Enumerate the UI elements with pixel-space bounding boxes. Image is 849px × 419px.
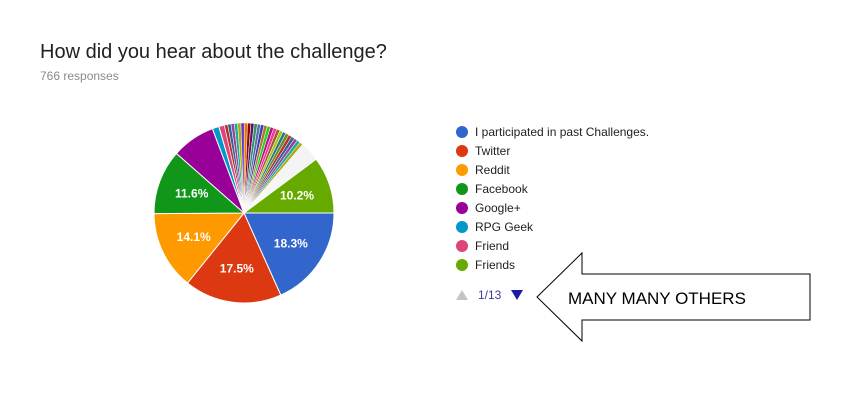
legend-swatch-icon	[456, 258, 468, 271]
legend-label: RPG Geek	[475, 219, 534, 234]
legend-label: I participated in past Challenges.	[475, 124, 650, 139]
pager-prev-arrow-icon[interactable]	[456, 290, 468, 300]
legend-item: Facebook	[456, 179, 649, 198]
legend-label: Friends	[475, 257, 516, 272]
legend-item: Twitter	[456, 141, 649, 160]
legend-label: Facebook	[475, 181, 528, 196]
legend-item: Reddit	[456, 160, 649, 179]
legend-item: Friend	[456, 236, 649, 255]
legend-item: Google+	[456, 198, 649, 217]
pie-slice	[153, 152, 246, 215]
response-count: 766 responses	[40, 69, 119, 83]
legend-label: Twitter	[475, 143, 511, 158]
pie-slice-label: 11.6%	[175, 186, 209, 200]
legend-item: I participated in past Challenges.	[456, 122, 649, 141]
legend-swatch-icon	[456, 239, 468, 252]
chart-title: How did you hear about the challenge?	[40, 41, 387, 63]
legend-swatch-icon	[456, 201, 468, 214]
pie-slice-labels: 18.3% 17.5% 14.1% 11.6% 10.2%	[175, 186, 314, 275]
pie-slice-label: 14.1%	[177, 230, 211, 244]
legend-swatch-icon	[456, 182, 468, 195]
legend-pager: 1/13	[456, 288, 524, 302]
pie-slices	[153, 122, 335, 304]
pie-slice	[243, 212, 335, 296]
legend-item: RPG Geek	[456, 217, 649, 236]
legend-swatch-icon	[456, 163, 468, 176]
pie-slice-label: 10.2%	[280, 188, 314, 202]
legend-swatch-icon	[456, 220, 468, 233]
left-arrow-shape	[536, 251, 811, 343]
pager-page-indicator: 1/13	[478, 288, 502, 302]
legend: I participated in past Challenges. Twitte…	[456, 122, 649, 274]
pie-slice-label: 17.5%	[220, 261, 254, 275]
legend-label: Reddit	[475, 162, 510, 177]
legend-item: Friends	[456, 255, 649, 274]
pie-slice	[242, 158, 335, 214]
pie-slice	[186, 212, 282, 304]
legend-swatch-icon	[456, 144, 468, 157]
legend-label: Friend	[475, 238, 510, 253]
pie-slice	[153, 212, 246, 284]
annotation-text: MANY MANY OTHERS	[568, 289, 746, 308]
legend-label: Google+	[475, 200, 521, 215]
pie-slice-label: 18.3%	[274, 236, 308, 250]
legend-swatch-icon	[456, 125, 468, 138]
pager-next-arrow-icon[interactable]	[511, 290, 524, 300]
